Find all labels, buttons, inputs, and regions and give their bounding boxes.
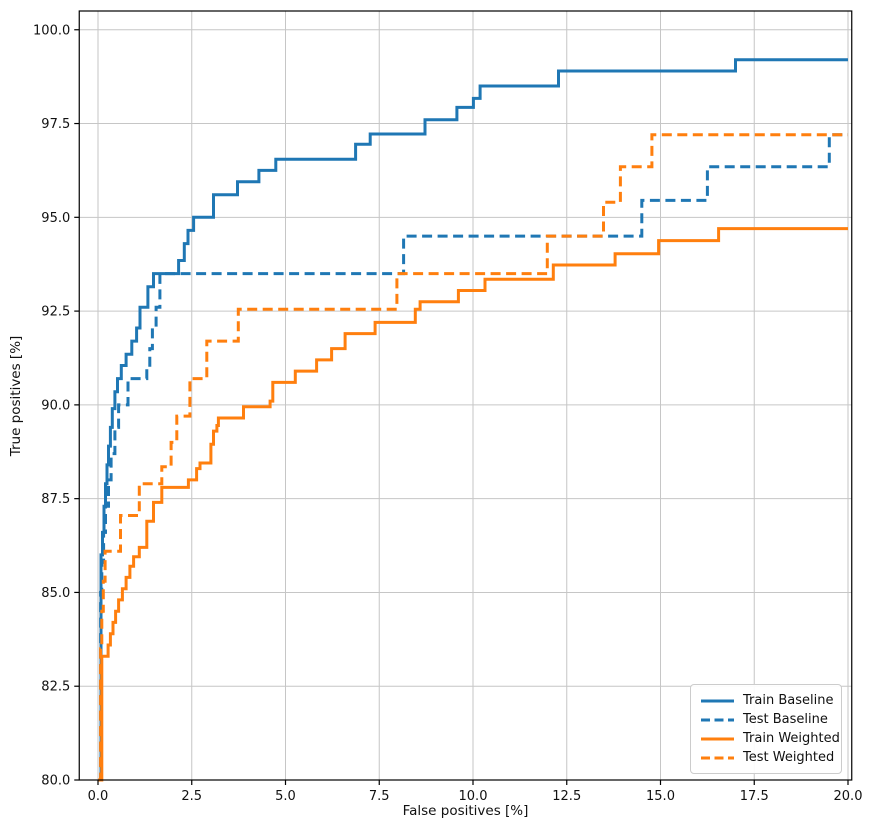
x-tick-label: 7.5 (369, 789, 390, 804)
x-tick-label: 5.0 (275, 789, 296, 804)
x-tick-label: 10.0 (459, 789, 488, 804)
series-line-train-weighted (98, 227, 848, 782)
x-tick-label: 20.0 (834, 789, 863, 804)
y-tick-label: 90.0 (41, 398, 70, 413)
y-tick-label: 87.5 (41, 492, 70, 507)
legend-item-test-baseline: Test Baseline (701, 710, 832, 729)
legend-line-sample-train-weighted (701, 737, 734, 740)
legend-label-train-baseline: Train Baseline (743, 693, 834, 708)
y-tick-label: 100.0 (33, 23, 70, 38)
series-line-train-baseline (98, 58, 848, 782)
grid (79, 11, 852, 781)
axis-ticks: 0.0 2.5 5.0 7.5 10.0 12.5 15.0 17.5 20.0 80.0 82.5… (33, 23, 862, 804)
y-tick-label: 92.5 (41, 305, 70, 320)
y-tick-label: 80.0 (41, 774, 70, 789)
legend-label-test-weighted: Test Weighted (743, 750, 835, 765)
plot-frame (78, 10, 853, 781)
x-tick-label: 2.5 (181, 789, 202, 804)
legend: Train Baseline Test Baseline Train Weighte… (690, 684, 842, 774)
y-axis-label: True positives [%] (8, 335, 24, 457)
y-tick-label: 95.0 (41, 211, 70, 226)
y-tick-label: 97.5 (41, 117, 70, 132)
x-tick-label: 15.0 (646, 789, 675, 804)
x-axis-label: False positives [%] (402, 803, 529, 819)
legend-item-train-weighted: Train Weighted (701, 729, 840, 748)
x-tick-label: 0.0 (88, 789, 109, 804)
y-tick-label: 82.5 (41, 680, 70, 695)
legend-label-test-baseline: Test Baseline (743, 712, 828, 727)
legend-line-sample-train-baseline (701, 699, 734, 702)
legend-line-sample-test-weighted (701, 756, 734, 759)
legend-item-train-baseline: Train Baseline (701, 691, 834, 710)
legend-item-test-weighted: Test Weighted (701, 748, 835, 767)
y-tick-label: 85.0 (41, 586, 70, 601)
legend-line-sample-test-baseline (701, 718, 734, 721)
series-line-test-weighted (98, 133, 848, 782)
legend-label-train-weighted: Train Weighted (743, 731, 840, 746)
x-tick-label: 17.5 (740, 789, 769, 804)
x-tick-label: 12.5 (552, 789, 581, 804)
